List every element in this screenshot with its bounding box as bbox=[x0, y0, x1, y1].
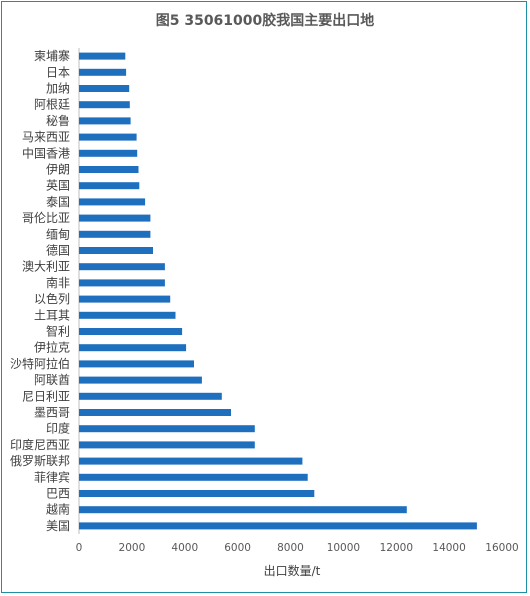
bar-16 bbox=[79, 311, 176, 319]
bar-17 bbox=[79, 328, 183, 335]
bar-9 bbox=[79, 198, 146, 206]
category-label: 伊拉克 bbox=[34, 340, 70, 355]
bar-12 bbox=[79, 247, 153, 254]
bar-7 bbox=[79, 166, 139, 173]
bar-13 bbox=[79, 263, 165, 271]
x-tick-label: 0 bbox=[76, 542, 83, 554]
bar-25 bbox=[79, 457, 303, 465]
category-label: 美国 bbox=[46, 519, 70, 533]
category-label: 德国 bbox=[46, 243, 70, 258]
category-label: 泰国 bbox=[46, 195, 70, 209]
bar-18 bbox=[79, 344, 187, 352]
category-label: 巴西 bbox=[46, 487, 70, 501]
bar-19 bbox=[79, 360, 194, 368]
category-label: 阿联酋 bbox=[34, 372, 70, 387]
category-label: 柬埔寨 bbox=[34, 48, 70, 63]
bar-4 bbox=[79, 117, 131, 125]
category-label: 哥伦比亚 bbox=[22, 210, 70, 225]
category-label: 尼日利亚 bbox=[22, 389, 70, 403]
category-label: 印度 bbox=[46, 421, 70, 436]
bar-0 bbox=[79, 52, 126, 60]
category-label: 伊朗 bbox=[46, 163, 70, 177]
bar-3 bbox=[79, 101, 130, 109]
category-label: 澳大利亚 bbox=[22, 260, 70, 274]
bar-15 bbox=[79, 295, 171, 303]
bar-21 bbox=[79, 392, 222, 400]
bar-28 bbox=[79, 506, 407, 514]
category-label: 阿根廷 bbox=[34, 98, 70, 112]
x-tick-label: 6000 bbox=[224, 542, 251, 554]
chart-title: 图5 35061000胶我国主要出口地 bbox=[156, 12, 375, 29]
category-label: 俄罗斯联邦 bbox=[10, 454, 70, 468]
bar-20 bbox=[79, 376, 202, 384]
bar-10 bbox=[79, 214, 151, 222]
bar-29 bbox=[79, 522, 477, 530]
category-label: 土耳其 bbox=[34, 308, 70, 322]
bar-1 bbox=[79, 68, 127, 76]
x-tick-label: 10000 bbox=[327, 542, 360, 554]
x-tick-label: 16000 bbox=[485, 542, 518, 554]
category-label: 英国 bbox=[46, 179, 70, 193]
x-axis-label: 出口数量/t bbox=[264, 563, 321, 578]
category-label: 马来西亚 bbox=[22, 130, 70, 144]
category-label: 印度尼西亚 bbox=[10, 437, 70, 452]
plot-area: 柬埔寨日本加纳阿根廷秘鲁马来西亚中国香港伊朗英国泰国哥伦比亚缅甸德国澳大利亚南非… bbox=[10, 48, 519, 554]
category-label: 沙特阿拉伯 bbox=[10, 356, 70, 371]
bar-26 bbox=[79, 473, 308, 481]
bar-24 bbox=[79, 441, 255, 449]
category-label: 秘鲁 bbox=[46, 114, 70, 128]
category-label: 日本 bbox=[46, 65, 70, 79]
bar-11 bbox=[79, 230, 151, 238]
bar-22 bbox=[79, 409, 231, 416]
bar-14 bbox=[79, 279, 165, 287]
bar-27 bbox=[79, 490, 315, 497]
bar-5 bbox=[79, 133, 137, 141]
category-label: 南非 bbox=[46, 275, 70, 290]
category-label: 智利 bbox=[46, 324, 70, 339]
x-tick-label: 12000 bbox=[380, 542, 413, 554]
category-label: 越南 bbox=[46, 502, 70, 517]
bar-2 bbox=[79, 85, 130, 92]
bar-23 bbox=[79, 425, 255, 433]
category-label: 缅甸 bbox=[46, 227, 70, 241]
category-label: 墨西哥 bbox=[34, 406, 70, 420]
bar-6 bbox=[79, 149, 138, 157]
x-tick-label: 4000 bbox=[171, 542, 198, 554]
bar-8 bbox=[79, 182, 140, 190]
x-tick-label: 14000 bbox=[432, 542, 465, 554]
category-label: 菲律宾 bbox=[34, 469, 70, 484]
x-tick-label: 2000 bbox=[119, 542, 146, 554]
x-tick-label: 8000 bbox=[277, 542, 304, 554]
category-label: 加纳 bbox=[46, 82, 70, 96]
category-label: 以色列 bbox=[34, 292, 70, 306]
category-label: 中国香港 bbox=[22, 145, 70, 160]
